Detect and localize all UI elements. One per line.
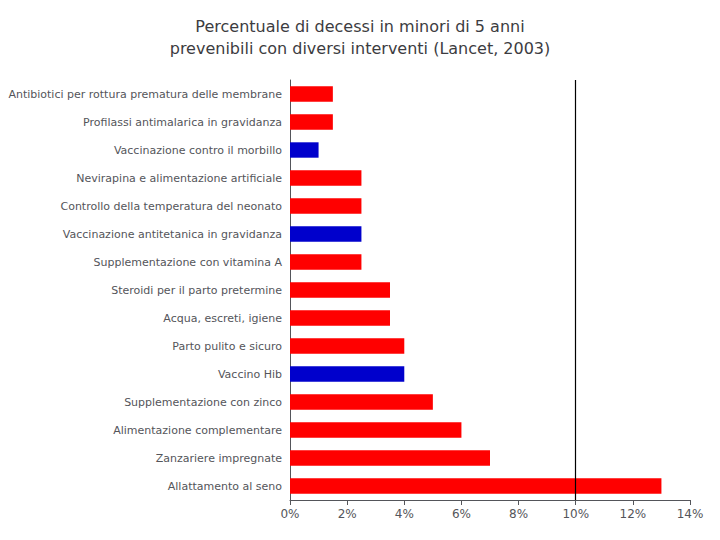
- svg-text:4%: 4%: [395, 507, 414, 521]
- svg-text:Vaccinazione contro il morbill: Vaccinazione contro il morbillo: [114, 144, 282, 157]
- svg-text:Vaccino Hib: Vaccino Hib: [218, 368, 282, 381]
- svg-text:Allattamento al seno: Allattamento al seno: [168, 480, 283, 493]
- svg-text:0%: 0%: [280, 507, 299, 521]
- svg-text:Percentuale di decessi in mino: Percentuale di decessi in minori di 5 an…: [195, 17, 524, 36]
- svg-text:Vaccinazione antitetanica in g: Vaccinazione antitetanica in gravidanza: [63, 228, 282, 241]
- svg-text:12%: 12%: [620, 507, 647, 521]
- svg-text:Zanzariere impregnate: Zanzariere impregnate: [156, 452, 282, 465]
- svg-text:prevenibili con diversi interv: prevenibili con diversi interventi (Lanc…: [170, 39, 551, 58]
- svg-text:Antibiotici per rottura premat: Antibiotici per rottura prematura delle …: [8, 88, 282, 101]
- svg-text:14%: 14%: [677, 507, 704, 521]
- svg-text:Alimentazione complementare: Alimentazione complementare: [113, 424, 282, 437]
- svg-text:Nevirapina e alimentazione art: Nevirapina e alimentazione artificiale: [76, 172, 282, 185]
- svg-text:Controllo della temperatura de: Controllo della temperatura del neonato: [60, 200, 282, 213]
- svg-text:Supplementazione con zinco: Supplementazione con zinco: [124, 396, 282, 409]
- svg-text:10%: 10%: [562, 507, 589, 521]
- svg-text:8%: 8%: [509, 507, 528, 521]
- svg-text:6%: 6%: [452, 507, 471, 521]
- svg-text:Profilassi antimalarica in gra: Profilassi antimalarica in gravidanza: [83, 116, 282, 129]
- svg-text:Parto pulito e sicuro: Parto pulito e sicuro: [172, 340, 282, 353]
- svg-text:Steroidi per il parto pretermi: Steroidi per il parto pretermine: [111, 284, 282, 297]
- svg-text:2%: 2%: [338, 507, 357, 521]
- svg-text:Acqua, escreti, igiene: Acqua, escreti, igiene: [163, 312, 282, 325]
- svg-text:Supplementazione con vitamina: Supplementazione con vitamina A: [94, 256, 283, 269]
